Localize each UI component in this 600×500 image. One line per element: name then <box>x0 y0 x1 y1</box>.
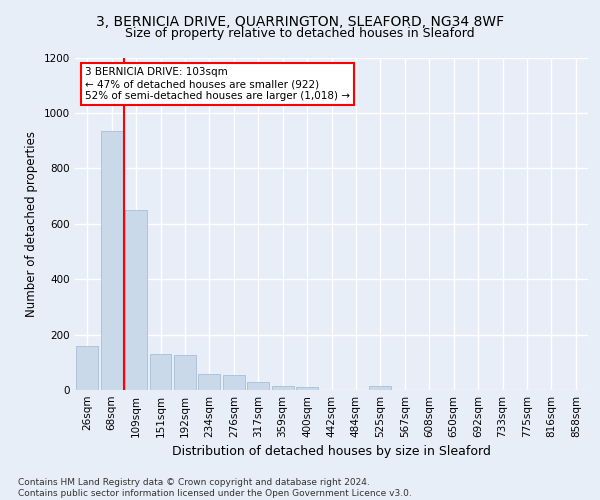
Bar <box>174 356 196 390</box>
Bar <box>101 131 122 390</box>
Text: 3, BERNICIA DRIVE, QUARRINGTON, SLEAFORD, NG34 8WF: 3, BERNICIA DRIVE, QUARRINGTON, SLEAFORD… <box>96 15 504 29</box>
Bar <box>149 354 172 390</box>
Text: Contains HM Land Registry data © Crown copyright and database right 2024.
Contai: Contains HM Land Registry data © Crown c… <box>18 478 412 498</box>
Bar <box>125 210 147 390</box>
Text: Size of property relative to detached houses in Sleaford: Size of property relative to detached ho… <box>125 28 475 40</box>
Bar <box>223 375 245 390</box>
Text: 3 BERNICIA DRIVE: 103sqm
← 47% of detached houses are smaller (922)
52% of semi-: 3 BERNICIA DRIVE: 103sqm ← 47% of detach… <box>85 68 350 100</box>
Bar <box>199 374 220 390</box>
Y-axis label: Number of detached properties: Number of detached properties <box>25 130 38 317</box>
X-axis label: Distribution of detached houses by size in Sleaford: Distribution of detached houses by size … <box>172 446 491 458</box>
Bar <box>296 387 318 390</box>
Bar <box>370 386 391 390</box>
Bar <box>272 386 293 390</box>
Bar <box>76 346 98 390</box>
Bar <box>247 382 269 390</box>
